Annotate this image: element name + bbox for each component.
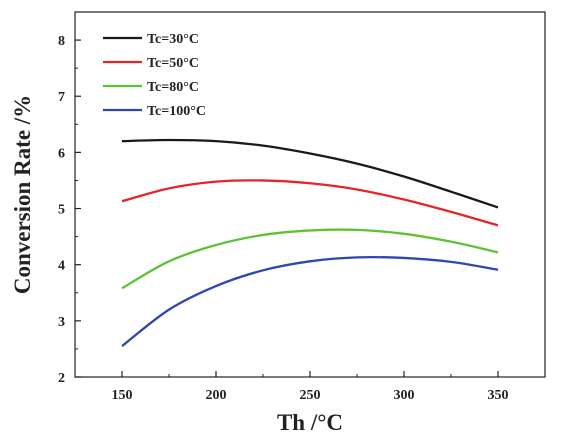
y-tick-label: 2 (58, 371, 65, 386)
y-tick-label: 7 (58, 90, 65, 105)
y-tick-label: 6 (58, 146, 65, 161)
x-tick-label: 200 (206, 388, 227, 403)
legend: Tc=30°C Tc=50°C Tc=80°C Tc=100°C (103, 32, 206, 119)
data-series (122, 140, 498, 346)
x-tick-label: 350 (488, 388, 509, 403)
y-tick-label: 5 (58, 203, 65, 218)
x-axis-label: Th /°C (277, 410, 343, 435)
legend-label: Tc=100°C (147, 104, 206, 119)
y-tick-label: 4 (58, 259, 65, 274)
x-tick-label: 250 (300, 388, 321, 403)
legend-label: Tc=80°C (147, 80, 199, 95)
series-line (122, 230, 498, 289)
x-tick-label: 150 (112, 388, 133, 403)
x-tick-label: 300 (394, 388, 415, 403)
y-tick-label: 8 (58, 34, 65, 49)
legend-label: Tc=30°C (147, 32, 199, 47)
y-tick-label: 3 (58, 315, 65, 330)
series-line (122, 140, 498, 207)
legend-label: Tc=50°C (147, 56, 199, 71)
series-line (122, 180, 498, 225)
y-axis-label: Conversion Rate /% (10, 95, 35, 294)
axis-ticks: 150 200 250 300 350 2 3 4 5 6 7 8 (58, 34, 509, 403)
series-line (122, 257, 498, 346)
